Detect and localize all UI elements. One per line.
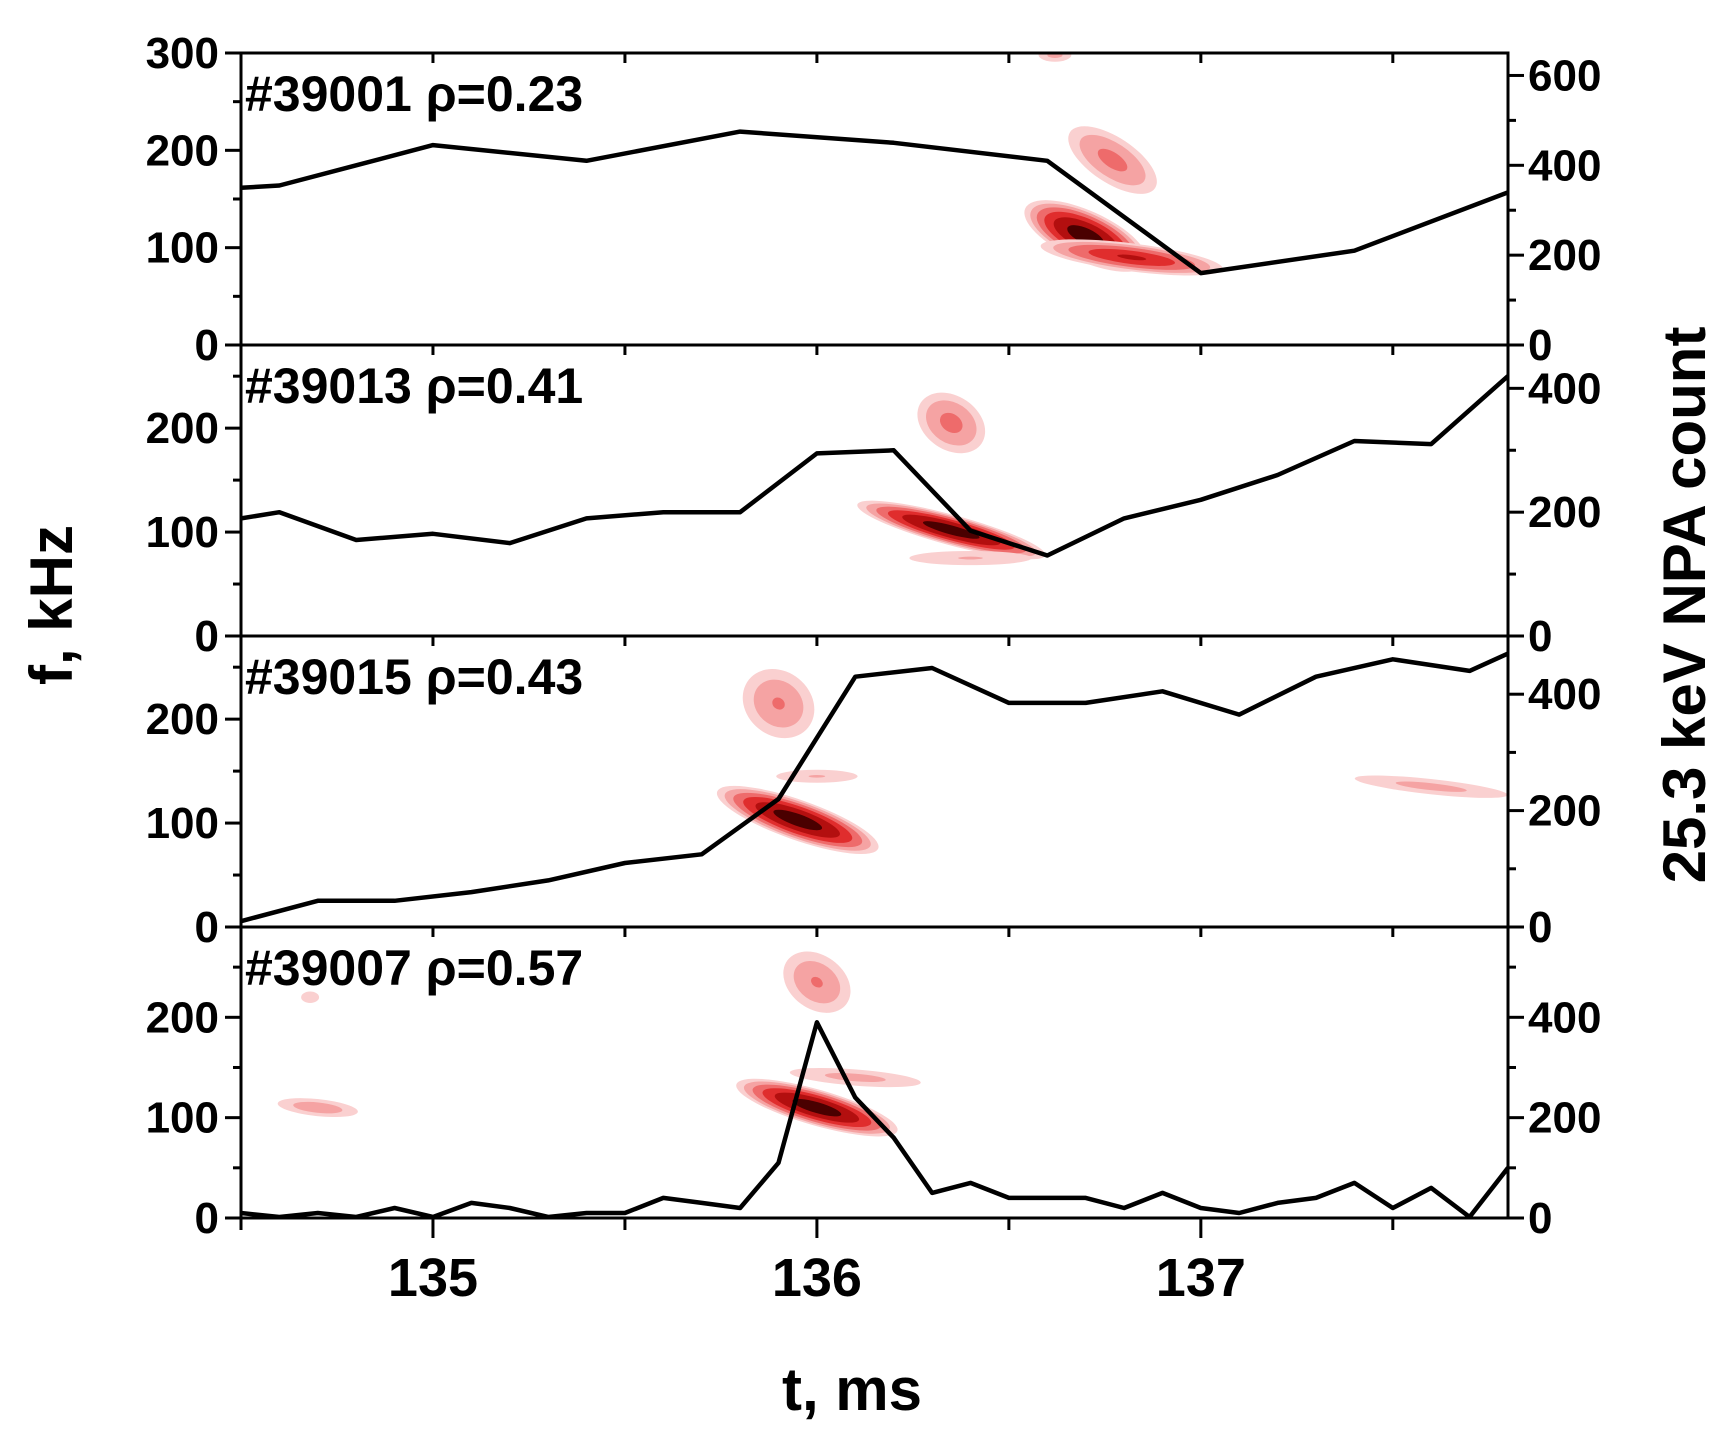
panel-1: 0 100 200 300 0 200 400 600 #39001 ρ=0.23 bbox=[146, 29, 1602, 370]
y2-tick-label: 600 bbox=[1528, 51, 1601, 100]
y2-tick-label: 400 bbox=[1528, 141, 1601, 190]
spectrogram-blob bbox=[716, 785, 879, 855]
y2-tick-label: 400 bbox=[1528, 670, 1601, 719]
y-tick-label: 100 bbox=[146, 799, 219, 848]
y2-tick-label: 200 bbox=[1528, 488, 1601, 537]
panel-4: 0 100 200 0 200 400 #39007 ρ=0.57 bbox=[146, 925, 1601, 1243]
spectrogram-contours bbox=[716, 669, 1508, 855]
panel-shot-label: #39013 ρ=0.41 bbox=[245, 358, 583, 414]
spectrogram-blob bbox=[1068, 126, 1157, 194]
y-tick-label: 300 bbox=[146, 29, 219, 78]
right-y-axis: 0 200 400 600 bbox=[1508, 51, 1601, 370]
contour-level-5 bbox=[1117, 254, 1147, 261]
contour-level-2 bbox=[808, 775, 826, 778]
y-tick-label: 100 bbox=[146, 508, 219, 557]
y2-tick-label: 0 bbox=[1528, 612, 1552, 661]
spectrogram-blob bbox=[909, 550, 1032, 566]
y-tick-label: 0 bbox=[195, 321, 219, 370]
right-y-axis: 0 200 400 bbox=[1508, 634, 1601, 952]
spectrogram-blob bbox=[783, 951, 851, 1013]
contour-level-2 bbox=[824, 1073, 886, 1082]
spectrogram-blob bbox=[1040, 239, 1223, 276]
x-tick-label: 135 bbox=[388, 1248, 478, 1308]
left-y-axis: 0 100 200 bbox=[146, 665, 241, 952]
panel-shot-label: #39015 ρ=0.43 bbox=[245, 649, 583, 705]
contour-level-1 bbox=[301, 991, 320, 1003]
y-tick-label: 200 bbox=[146, 993, 219, 1042]
spectrogram-blob bbox=[736, 1078, 898, 1137]
npa-count-line bbox=[241, 129, 1508, 276]
contour-level-3 bbox=[939, 412, 963, 434]
y2-tick-label: 400 bbox=[1528, 993, 1601, 1042]
y2-tick-label: 400 bbox=[1528, 364, 1601, 413]
spectrogram-contours bbox=[1024, 53, 1223, 276]
left-y-axis: 0 100 200 300 bbox=[146, 29, 241, 370]
y-tick-label: 200 bbox=[146, 695, 219, 744]
y-tick-label: 0 bbox=[195, 612, 219, 661]
right-y-axis: 0 200 400 bbox=[1508, 965, 1601, 1243]
y2-tick-label: 200 bbox=[1528, 787, 1601, 836]
right-y-axis: 0 200 400 bbox=[1508, 364, 1601, 661]
panel-shot-label: #39007 ρ=0.57 bbox=[245, 940, 583, 996]
npa-count-line bbox=[241, 651, 1508, 924]
spectrogram-blob bbox=[857, 500, 1046, 560]
spectrogram-blob bbox=[1038, 53, 1072, 62]
left-y-axis: 0 100 200 bbox=[146, 965, 241, 1243]
contour-level-6 bbox=[922, 521, 980, 539]
spectrogram-blob bbox=[917, 392, 986, 454]
panel-shot-label: #39001 ρ=0.23 bbox=[245, 66, 583, 122]
npa-count-line bbox=[241, 1020, 1508, 1218]
y2-tick-label: 0 bbox=[1528, 321, 1552, 370]
spectrogram-blob bbox=[301, 991, 320, 1003]
y-tick-label: 200 bbox=[146, 126, 219, 175]
contour-level-6 bbox=[792, 1098, 842, 1117]
y2-tick-label: 0 bbox=[1528, 903, 1552, 952]
contour-level-3 bbox=[811, 976, 823, 988]
spectrogram-contours bbox=[277, 951, 921, 1137]
panel-2: 0 100 200 0 200 400 #39013 ρ=0.41 bbox=[146, 343, 1601, 661]
panel-3: 0 100 200 0 200 400 #39015 ρ=0.43 bbox=[146, 634, 1601, 952]
spectrogram-blob bbox=[1354, 775, 1508, 798]
spectrogram-blob bbox=[789, 1067, 921, 1088]
x-axis-title: t, ms bbox=[782, 1356, 922, 1423]
npa-count-line bbox=[241, 374, 1508, 558]
y-tick-label: 0 bbox=[195, 903, 219, 952]
panel-frame bbox=[239, 925, 1510, 1220]
y2-tick-label: 200 bbox=[1528, 1094, 1601, 1143]
x-tick-label: 137 bbox=[1156, 1248, 1246, 1308]
contour-level-3 bbox=[772, 697, 785, 710]
spectrogram-blob bbox=[742, 669, 815, 739]
y2-axis-title: 25.3 keV NPA count bbox=[1651, 327, 1718, 884]
spectrogram-blob bbox=[277, 1098, 358, 1118]
y-tick-label: 0 bbox=[195, 1194, 219, 1243]
spectrogram-contours bbox=[857, 392, 1046, 566]
contour-level-2 bbox=[958, 556, 983, 560]
contour-level-6 bbox=[773, 809, 823, 831]
contour-level-3 bbox=[1097, 148, 1128, 172]
y-tick-label: 200 bbox=[146, 404, 219, 453]
contour-level-2 bbox=[1395, 781, 1467, 792]
contour-level-2 bbox=[293, 1101, 343, 1114]
y-axis-title: f, kHz bbox=[18, 525, 85, 685]
x-tick-label: 136 bbox=[772, 1248, 862, 1308]
y2-tick-label: 200 bbox=[1528, 231, 1601, 280]
y-tick-label: 100 bbox=[146, 224, 219, 273]
left-y-axis: 0 100 200 bbox=[146, 374, 241, 661]
y2-tick-label: 0 bbox=[1528, 1194, 1552, 1243]
y-tick-label: 100 bbox=[146, 1094, 219, 1143]
